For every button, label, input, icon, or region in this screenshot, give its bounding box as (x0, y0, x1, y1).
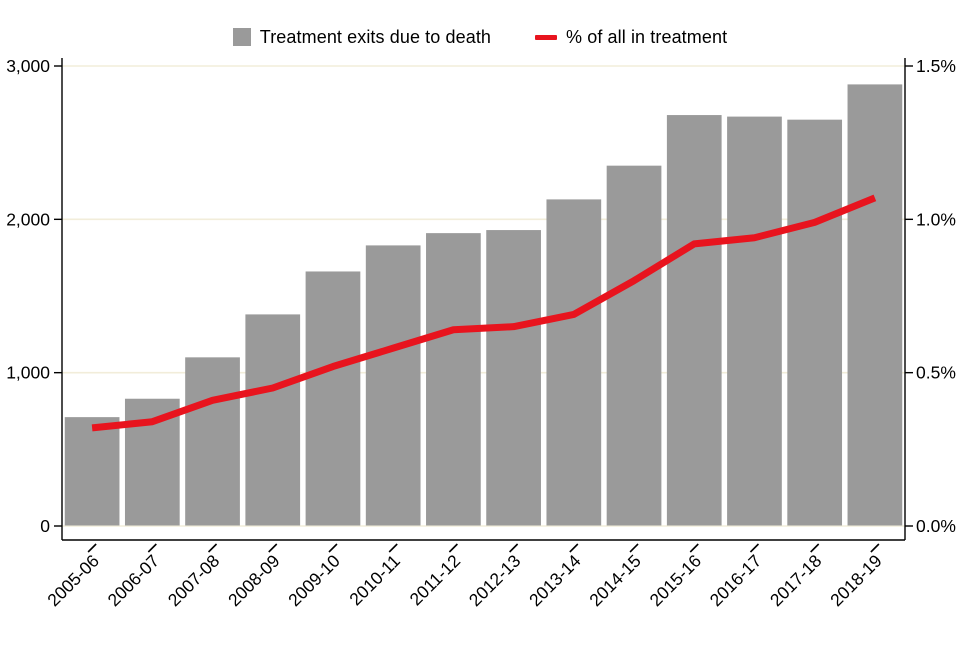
x-axis-tick-label: 2007-08 (164, 551, 224, 611)
x-axis-tick-label: 2010-11 (345, 551, 404, 610)
bar-2008-09 (245, 314, 301, 526)
bar-2005-06 (64, 417, 120, 526)
x-axis-tick-label: 2008-09 (224, 551, 284, 611)
x-axis-tick-label: 2012-13 (465, 551, 525, 611)
x-axis-tick-label: 2011-12 (406, 551, 465, 610)
line-series-label: % of all in treatment (566, 26, 728, 47)
bar-2013-14 (546, 199, 602, 526)
right-axis-tick-label: 0.0% (916, 516, 956, 536)
x-axis-tick-label: 2016-17 (706, 551, 766, 611)
x-tick (689, 543, 699, 553)
x-tick (87, 543, 97, 553)
x-tick (509, 543, 519, 553)
bar-2009-10 (305, 271, 361, 526)
bar-2007-08 (185, 357, 240, 526)
bar-2016-17 (727, 116, 782, 526)
x-tick (388, 543, 398, 553)
x-axis-tick-label: 2013-14 (525, 551, 585, 611)
bar-2015-16 (666, 115, 722, 526)
bar-series-swatch-icon (232, 28, 251, 46)
trend-line (91, 194, 877, 432)
x-axis-tick-label: 2018-19 (826, 551, 886, 611)
left-axis-tick-label: 2,000 (6, 209, 50, 229)
chart-legend: Treatment exits due to death % of all in… (0, 24, 960, 50)
right-axis-tick-label: 1.0% (916, 209, 956, 229)
legend-item-bars: Treatment exits due to death (232, 26, 492, 48)
x-axis-tick-label: 2015-16 (646, 551, 706, 611)
x-axis-tick-label: 2014-15 (585, 551, 645, 611)
bar-series-label: Treatment exits due to death (259, 26, 492, 47)
legend-item-line: % of all in treatment (535, 27, 727, 48)
x-tick (328, 543, 338, 553)
left-axis-tick-label: 3,000 (6, 56, 50, 76)
bar-2018-19 (847, 84, 903, 526)
left-axis-tick-label: 1,000 (6, 363, 50, 383)
x-tick (810, 543, 820, 553)
x-tick (870, 543, 880, 553)
x-axis-tick-label: 2017-18 (766, 551, 826, 611)
x-axis-tick-label: 2006-07 (104, 551, 164, 611)
x-axis-tick-label: 2005-06 (43, 551, 103, 611)
bar-2011-12 (426, 233, 481, 526)
x-tick (268, 543, 278, 553)
x-tick (569, 543, 579, 553)
left-axis-tick-label: 0 (40, 516, 50, 536)
line-series-dash-icon (535, 34, 558, 40)
bar-2010-11 (365, 245, 421, 526)
x-tick (147, 543, 157, 553)
bar-2017-18 (787, 119, 843, 526)
x-tick (448, 543, 458, 553)
bar-2012-13 (486, 230, 541, 526)
x-tick (629, 543, 639, 553)
bar-2014-15 (606, 165, 662, 526)
right-axis-tick-label: 0.5% (916, 363, 956, 383)
right-axis-tick-label: 1.5% (916, 56, 956, 76)
x-tick (749, 543, 760, 553)
x-tick (207, 543, 218, 553)
x-axis-tick-label: 2009-10 (284, 551, 344, 611)
